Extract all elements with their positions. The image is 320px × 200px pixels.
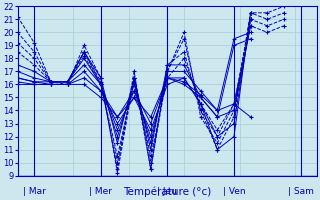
Text: | Mar: | Mar xyxy=(23,187,46,196)
Text: | Ven: | Ven xyxy=(223,187,245,196)
Text: | Sam: | Sam xyxy=(288,187,314,196)
X-axis label: Température (°c): Température (°c) xyxy=(123,187,212,197)
Text: | Mer: | Mer xyxy=(89,187,112,196)
Text: | Jeu: | Jeu xyxy=(157,187,177,196)
